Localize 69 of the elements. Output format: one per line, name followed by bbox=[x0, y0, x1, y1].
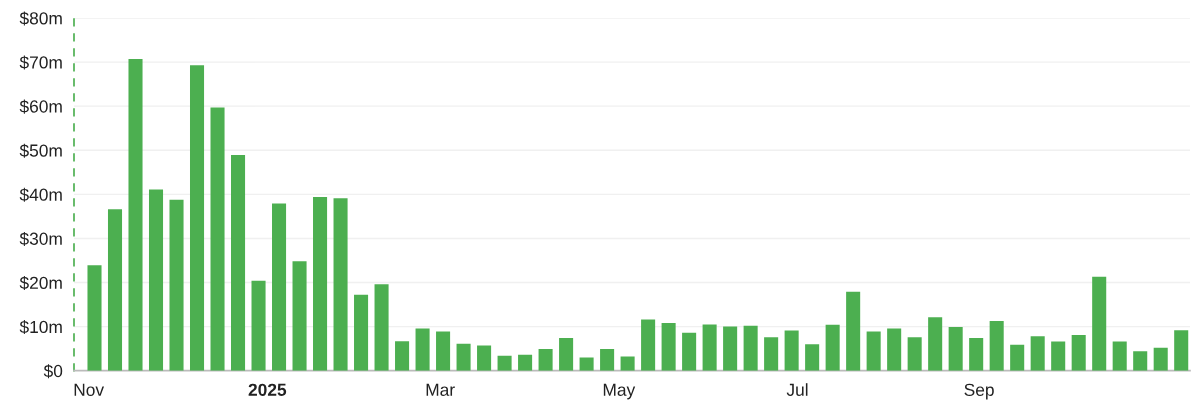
bar bbox=[231, 155, 246, 371]
bar bbox=[497, 355, 512, 371]
bar bbox=[907, 337, 922, 371]
y-tick-label: $20m bbox=[19, 275, 62, 291]
bar bbox=[436, 331, 451, 371]
bar bbox=[1010, 344, 1025, 371]
bar bbox=[1071, 334, 1086, 371]
bar bbox=[189, 65, 205, 371]
bar bbox=[723, 326, 738, 371]
x-tick-label: 2025 bbox=[248, 383, 287, 396]
bar bbox=[292, 261, 307, 371]
bar bbox=[1051, 341, 1066, 371]
bar bbox=[148, 189, 164, 371]
bar bbox=[764, 337, 779, 371]
bar bbox=[169, 199, 184, 371]
bar bbox=[661, 323, 676, 371]
bar bbox=[1153, 347, 1168, 371]
y-tick-label: $50m bbox=[19, 143, 62, 158]
bar bbox=[107, 209, 123, 371]
bar bbox=[1092, 276, 1107, 371]
bar bbox=[948, 327, 963, 371]
y-tick-label: $60m bbox=[19, 99, 62, 114]
bar bbox=[1133, 351, 1148, 371]
y-tick-label: $30m bbox=[19, 231, 62, 246]
bar bbox=[456, 343, 471, 371]
bar bbox=[805, 344, 820, 371]
bar bbox=[825, 324, 840, 371]
bar bbox=[313, 197, 328, 371]
bar bbox=[579, 357, 594, 371]
bar bbox=[477, 345, 492, 371]
bar bbox=[272, 203, 287, 371]
y-tick-label: $40m bbox=[19, 187, 62, 202]
x-tick-label: Mar bbox=[426, 383, 455, 396]
bar bbox=[559, 338, 574, 371]
y-tick-label: $0 bbox=[43, 364, 63, 379]
x-tick-label: May bbox=[603, 383, 636, 400]
y-tick-label: $80m bbox=[19, 11, 62, 26]
bar bbox=[374, 284, 389, 371]
bar bbox=[415, 328, 430, 371]
y-tick-label: $10m bbox=[19, 320, 62, 335]
bar bbox=[846, 291, 861, 371]
bar bbox=[989, 320, 1004, 371]
bar bbox=[969, 338, 984, 371]
bar bbox=[1030, 336, 1045, 371]
bar bbox=[600, 349, 615, 371]
bar bbox=[333, 198, 348, 371]
bar bbox=[682, 332, 697, 371]
y-tick-label: $70m bbox=[19, 55, 62, 70]
bar bbox=[784, 330, 799, 371]
bar bbox=[87, 265, 102, 371]
bar bbox=[866, 331, 881, 371]
bar bbox=[354, 294, 369, 371]
bar bbox=[641, 319, 656, 371]
x-tick-label: Jul bbox=[786, 383, 808, 396]
x-tick-label: Nov bbox=[74, 383, 105, 396]
bar bbox=[251, 280, 266, 371]
bar bbox=[210, 107, 225, 371]
bar bbox=[743, 325, 758, 371]
bar bbox=[887, 328, 902, 371]
bar bbox=[128, 59, 143, 371]
bar bbox=[702, 324, 717, 371]
bar bbox=[1174, 330, 1189, 371]
bar bbox=[538, 349, 553, 371]
bar bbox=[620, 356, 635, 371]
bar bbox=[928, 317, 943, 371]
bar bbox=[518, 354, 533, 371]
x-tick-label: Sep bbox=[964, 383, 994, 400]
bar bbox=[395, 341, 410, 371]
bar bbox=[1112, 341, 1127, 371]
